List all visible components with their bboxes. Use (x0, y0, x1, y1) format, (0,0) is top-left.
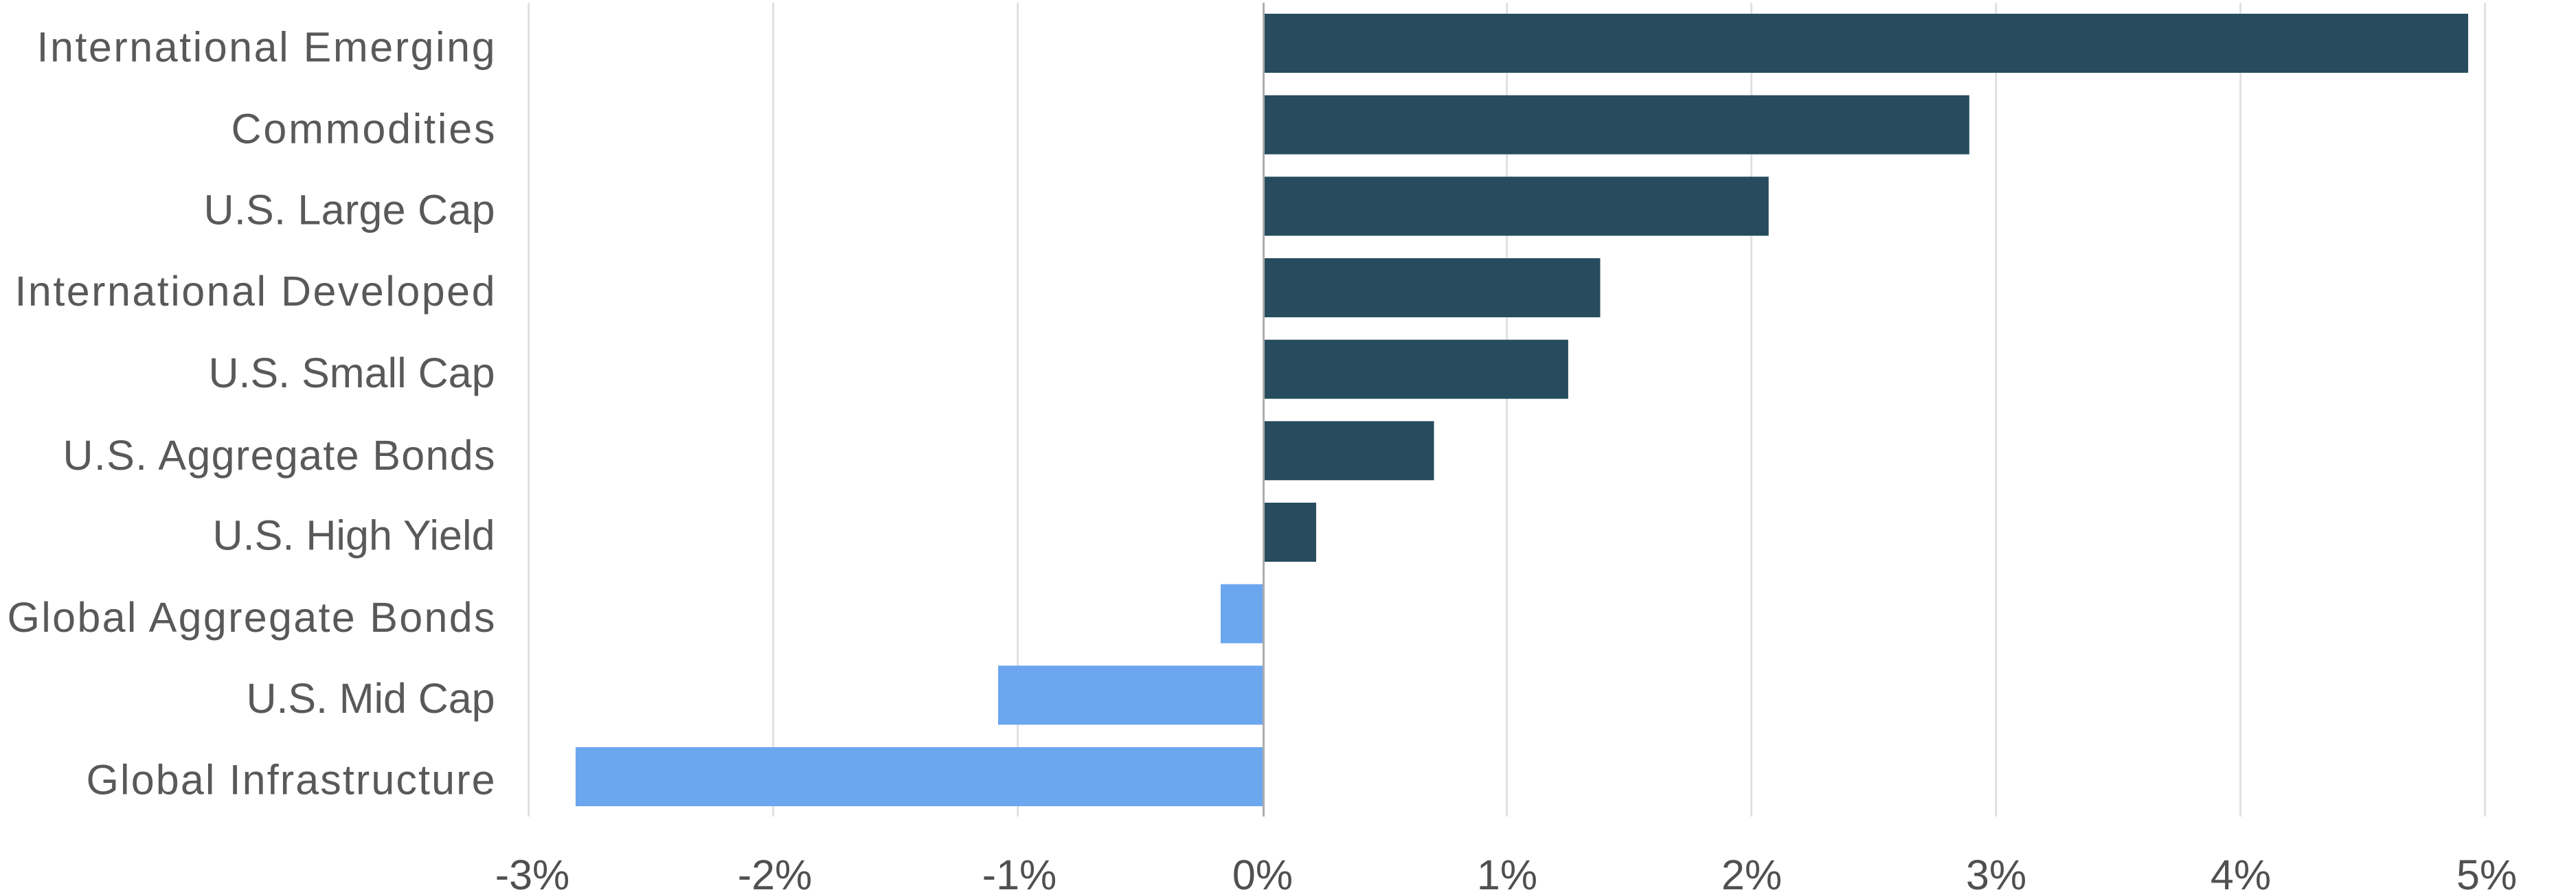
svg-text:U.S. Mid Cap: U.S. Mid Cap (247, 675, 495, 722)
svg-text:U.S. High Yield: U.S. High Yield (213, 512, 495, 559)
svg-text:5%: 5% (2456, 852, 2517, 890)
svg-text:-1%: -1% (982, 852, 1057, 890)
svg-text:International Developed: International Developed (15, 268, 495, 315)
svg-text:-2%: -2% (738, 852, 812, 890)
svg-text:Commodities: Commodities (231, 106, 495, 152)
svg-text:Global Infrastructure: Global Infrastructure (87, 757, 495, 803)
svg-text:U.S. Large Cap: U.S. Large Cap (204, 187, 495, 233)
svg-text:-3%: -3% (495, 852, 569, 890)
svg-text:0%: 0% (1232, 852, 1293, 890)
svg-text:2%: 2% (1721, 852, 1782, 890)
svg-text:3%: 3% (1966, 852, 2026, 890)
svg-text:4%: 4% (2211, 852, 2271, 890)
svg-text:1%: 1% (1477, 852, 1537, 890)
svg-text:Global Aggregate Bonds: Global Aggregate Bonds (8, 594, 495, 641)
svg-text:International Emerging: International Emerging (37, 24, 495, 71)
svg-text:U.S. Small Cap: U.S. Small Cap (209, 350, 495, 396)
svg-text:U.S. Aggregate Bonds: U.S. Aggregate Bonds (63, 432, 495, 479)
